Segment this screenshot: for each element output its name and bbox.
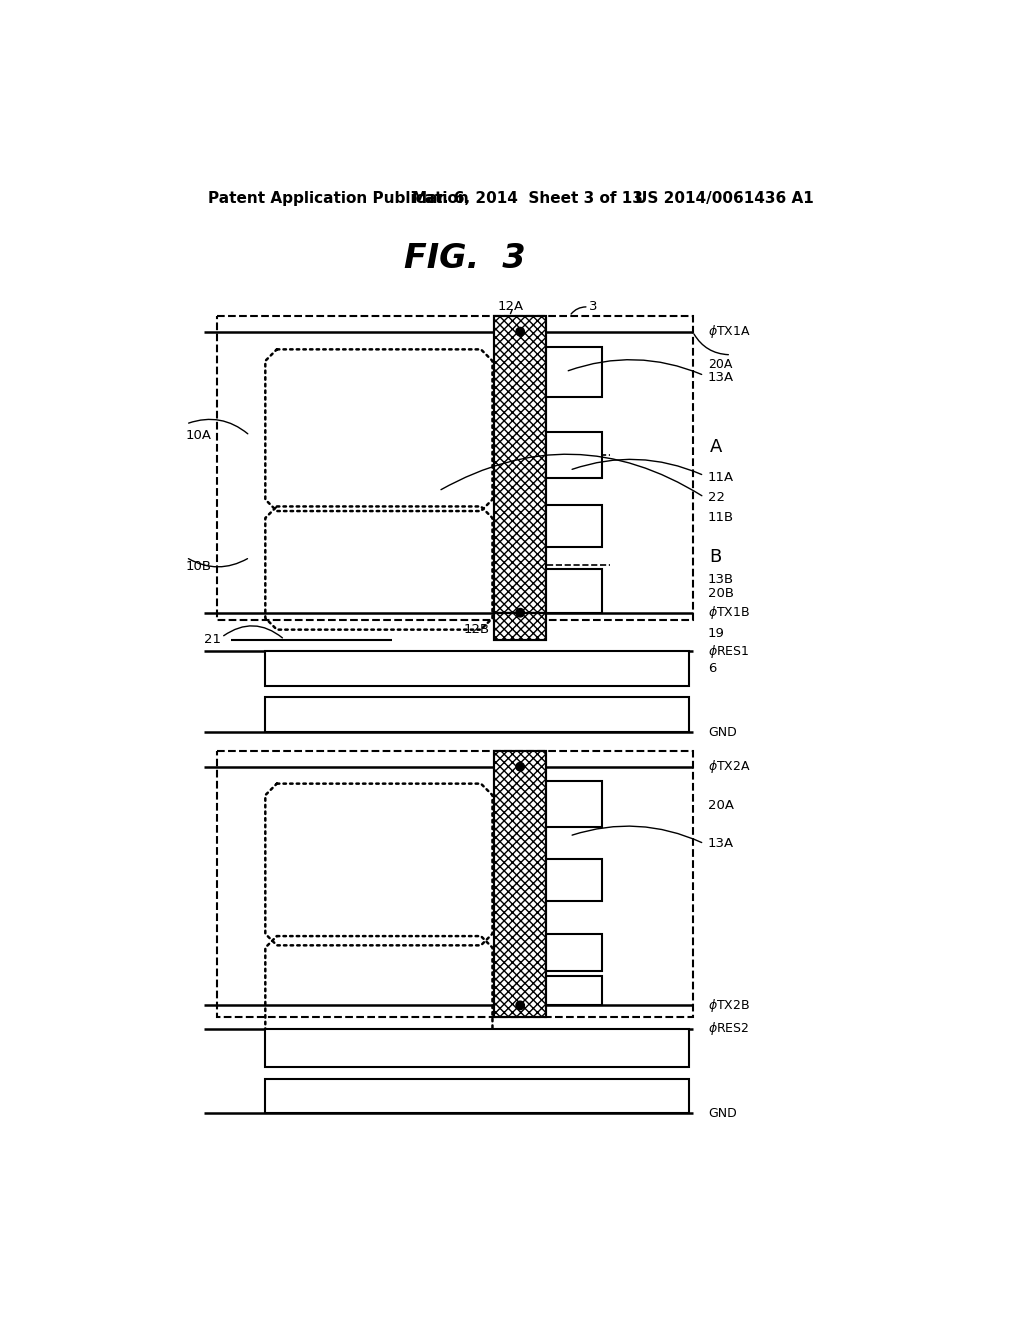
Text: 13B: 13B: [708, 573, 734, 586]
Text: 10A: 10A: [186, 429, 212, 442]
Bar: [547, 780, 602, 826]
Text: $\phi$TX1A: $\phi$TX1A: [708, 323, 751, 341]
Text: Patent Application Publication: Patent Application Publication: [208, 191, 468, 206]
Bar: [547, 506, 602, 548]
Text: 13A: 13A: [708, 837, 734, 850]
Bar: [547, 977, 602, 1006]
Text: $\phi$RES1: $\phi$RES1: [708, 643, 750, 660]
Text: FIG.  3: FIG. 3: [403, 242, 525, 275]
Text: 19: 19: [708, 627, 725, 640]
Text: 12B: 12B: [463, 623, 489, 636]
Text: GND: GND: [708, 726, 737, 739]
Bar: [494, 317, 547, 612]
Circle shape: [516, 763, 524, 771]
Text: $\phi$TX2A: $\phi$TX2A: [708, 758, 751, 775]
Circle shape: [516, 609, 524, 616]
Circle shape: [516, 327, 524, 335]
Bar: [494, 751, 547, 1016]
Text: 20A: 20A: [708, 358, 732, 371]
Bar: [494, 612, 547, 640]
Bar: [494, 317, 547, 612]
Text: US 2014/0061436 A1: US 2014/0061436 A1: [635, 191, 814, 206]
Text: 11A: 11A: [708, 471, 734, 484]
Bar: [547, 933, 602, 970]
Bar: [265, 651, 689, 686]
Text: Mar. 6, 2014  Sheet 3 of 13: Mar. 6, 2014 Sheet 3 of 13: [412, 191, 642, 206]
Bar: [217, 317, 692, 620]
Text: 21: 21: [204, 634, 221, 647]
Text: 13A: 13A: [708, 371, 734, 384]
Bar: [547, 347, 602, 397]
Text: 20A: 20A: [708, 799, 734, 812]
Bar: [494, 751, 547, 1016]
Text: 12A: 12A: [498, 300, 524, 313]
Bar: [265, 1078, 689, 1113]
Bar: [494, 751, 547, 1016]
Text: 6: 6: [708, 661, 717, 675]
Bar: [494, 317, 547, 612]
Text: $\phi$RES2: $\phi$RES2: [708, 1020, 750, 1038]
Text: GND: GND: [708, 1106, 737, 1119]
Text: B: B: [710, 548, 722, 566]
Bar: [494, 612, 547, 640]
Text: 3: 3: [589, 300, 597, 313]
Text: 22: 22: [708, 491, 725, 504]
Bar: [494, 612, 547, 640]
Circle shape: [516, 1001, 524, 1010]
Text: $\phi$TX1B: $\phi$TX1B: [708, 605, 751, 622]
Bar: [547, 569, 602, 612]
Bar: [547, 432, 602, 478]
Text: $\phi$TX2B: $\phi$TX2B: [708, 997, 751, 1014]
Text: A: A: [710, 438, 722, 457]
Bar: [217, 751, 692, 1016]
Text: 20B: 20B: [708, 587, 734, 601]
Bar: [265, 697, 689, 733]
Text: 10B: 10B: [186, 560, 212, 573]
Bar: [547, 859, 602, 902]
Bar: [265, 1028, 689, 1067]
Text: 11B: 11B: [708, 511, 734, 524]
